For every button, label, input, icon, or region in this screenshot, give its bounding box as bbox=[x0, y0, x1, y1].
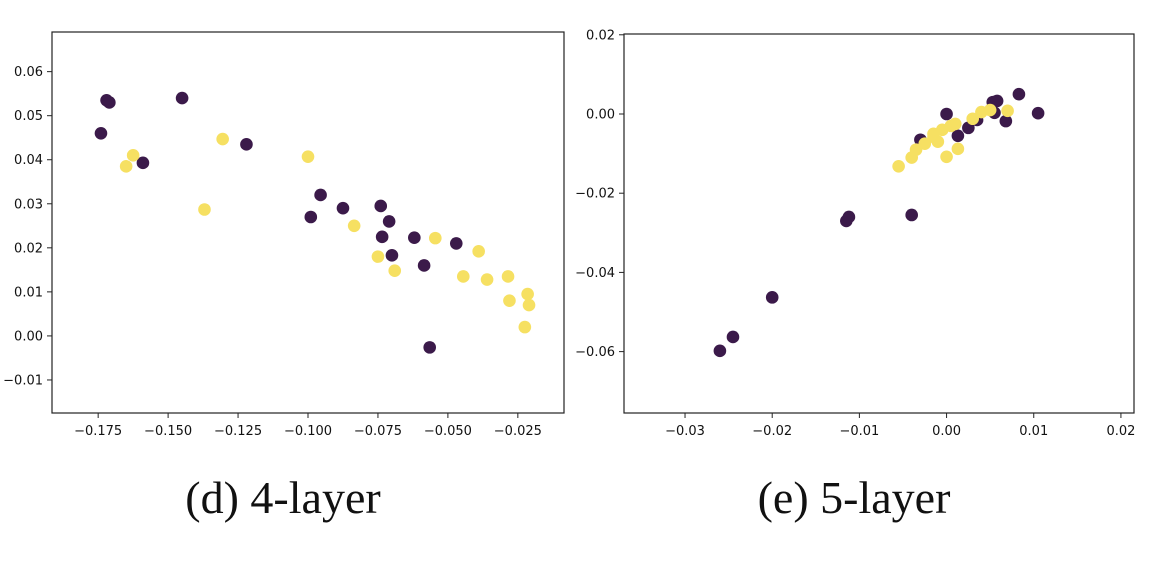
scatter-point-dark bbox=[375, 230, 389, 244]
x-tick-label: −0.03 bbox=[665, 424, 705, 439]
scatter-point-yellow bbox=[456, 270, 470, 283]
x-tick-label: −0.125 bbox=[214, 424, 262, 439]
scatter-point-dark bbox=[999, 114, 1013, 128]
scatter-point-yellow bbox=[892, 159, 905, 173]
scatter-point-dark bbox=[423, 341, 437, 354]
scatter-point-yellow bbox=[518, 320, 532, 334]
x-tick-label: −0.02 bbox=[752, 424, 792, 439]
scatter-point-yellow bbox=[347, 219, 361, 233]
scatter-points bbox=[94, 91, 536, 354]
scatter-point-dark bbox=[1012, 87, 1026, 101]
y-tick-label: 0.00 bbox=[586, 107, 615, 122]
y-tick-label: 0.02 bbox=[14, 241, 43, 256]
scatter-point-yellow bbox=[216, 132, 229, 146]
scatter-point-dark bbox=[240, 138, 253, 151]
scatter-point-yellow bbox=[371, 250, 385, 263]
scatter-point-yellow bbox=[521, 287, 534, 301]
scatter-point-yellow bbox=[429, 231, 442, 245]
scatter-point-dark bbox=[765, 291, 779, 304]
scatter-point-yellow bbox=[951, 142, 965, 156]
chart-panel-4-layer: −0.175 −0.150 −0.125 −0.100 −0.075 −0.050 −0.0… bbox=[3, 31, 565, 523]
scatter-point-dark bbox=[408, 231, 421, 244]
y-tick-label: 0.00 bbox=[14, 329, 43, 344]
scatter-point-dark bbox=[1031, 106, 1045, 120]
x-tick-label: −0.075 bbox=[354, 424, 402, 439]
scatter-point-yellow bbox=[501, 270, 515, 283]
scatter-point-yellow bbox=[927, 130, 940, 144]
scatter-point-dark bbox=[449, 237, 463, 250]
chart-panel-5-layer: −0.03 −0.02 −0.01 0.00 0.01 0.02 −0.06 −0.04 −0.… bbox=[575, 28, 1135, 523]
scatter-point-dark bbox=[103, 96, 116, 109]
x-tick-label: −0.175 bbox=[74, 424, 122, 439]
scatter-point-yellow bbox=[388, 264, 402, 278]
scatter-point-yellow bbox=[966, 112, 980, 126]
scatter-point-yellow bbox=[918, 137, 932, 151]
scatter-point-yellow bbox=[119, 160, 133, 173]
scatter-point-dark bbox=[136, 156, 150, 170]
scatter-point-yellow bbox=[198, 203, 211, 216]
y-tick-label: −0.04 bbox=[575, 266, 615, 281]
scatter-point-yellow bbox=[522, 298, 536, 312]
scatter-point-dark bbox=[374, 199, 388, 213]
y-tick-label: 0.01 bbox=[14, 285, 43, 300]
scatter-point-dark bbox=[304, 210, 318, 224]
scatter-point-dark bbox=[314, 188, 327, 202]
scatter-point-dark bbox=[842, 210, 856, 224]
scatter-point-dark bbox=[382, 215, 396, 228]
axis-ticks: −0.175 −0.150 −0.125 −0.100 −0.075 −0.050 −0.0… bbox=[3, 65, 542, 439]
scatter-point-dark bbox=[726, 330, 740, 344]
y-tick-label: 0.05 bbox=[14, 109, 43, 124]
scatter-point-dark bbox=[336, 201, 350, 215]
scatter-point-yellow bbox=[503, 294, 516, 307]
x-tick-label: −0.100 bbox=[284, 424, 332, 439]
y-tick-label: 0.03 bbox=[14, 197, 43, 212]
y-tick-label: 0.06 bbox=[14, 65, 43, 80]
scatter-point-dark bbox=[417, 259, 431, 272]
plot-frame bbox=[623, 33, 1135, 414]
scatter-point-dark bbox=[990, 94, 1004, 108]
scatter-point-dark bbox=[175, 91, 189, 105]
scatter-point-yellow bbox=[983, 103, 997, 117]
scatter-point-yellow bbox=[1001, 104, 1014, 118]
chart-caption: (e) 5-layer bbox=[758, 472, 951, 523]
y-tick-label: 0.04 bbox=[14, 153, 43, 168]
x-tick-label: −0.025 bbox=[494, 424, 542, 439]
y-tick-label: −0.06 bbox=[575, 345, 615, 360]
x-tick-label: −0.150 bbox=[144, 424, 192, 439]
x-tick-label: 0.00 bbox=[932, 424, 961, 439]
scatter-point-yellow bbox=[301, 150, 315, 163]
x-tick-label: −0.050 bbox=[424, 424, 472, 439]
scatter-point-yellow bbox=[126, 149, 140, 162]
scatter-point-dark bbox=[951, 129, 965, 143]
scatter-point-dark bbox=[94, 127, 108, 140]
y-tick-label: −0.01 bbox=[3, 373, 43, 388]
scatter-point-dark bbox=[940, 107, 953, 121]
scatter-point-yellow bbox=[940, 150, 953, 164]
y-tick-label: −0.02 bbox=[575, 187, 615, 202]
scatter-point-yellow bbox=[948, 117, 962, 131]
axis-ticks: −0.03 −0.02 −0.01 0.00 0.01 0.02 −0.06 −0.04 −0.… bbox=[575, 28, 1135, 439]
scatter-point-dark bbox=[905, 208, 918, 222]
x-tick-label: 0.01 bbox=[1019, 424, 1048, 439]
scatter-point-dark bbox=[385, 249, 399, 262]
chart-caption: (d) 4-layer bbox=[185, 472, 380, 523]
scatter-point-yellow bbox=[472, 245, 485, 258]
x-tick-label: −0.01 bbox=[839, 424, 879, 439]
y-tick-label: 0.02 bbox=[586, 28, 615, 43]
scatter-point-yellow bbox=[480, 273, 494, 286]
x-tick-label: 0.02 bbox=[1106, 424, 1135, 439]
scatter-points bbox=[713, 87, 1045, 358]
scatter-point-dark bbox=[713, 344, 727, 358]
